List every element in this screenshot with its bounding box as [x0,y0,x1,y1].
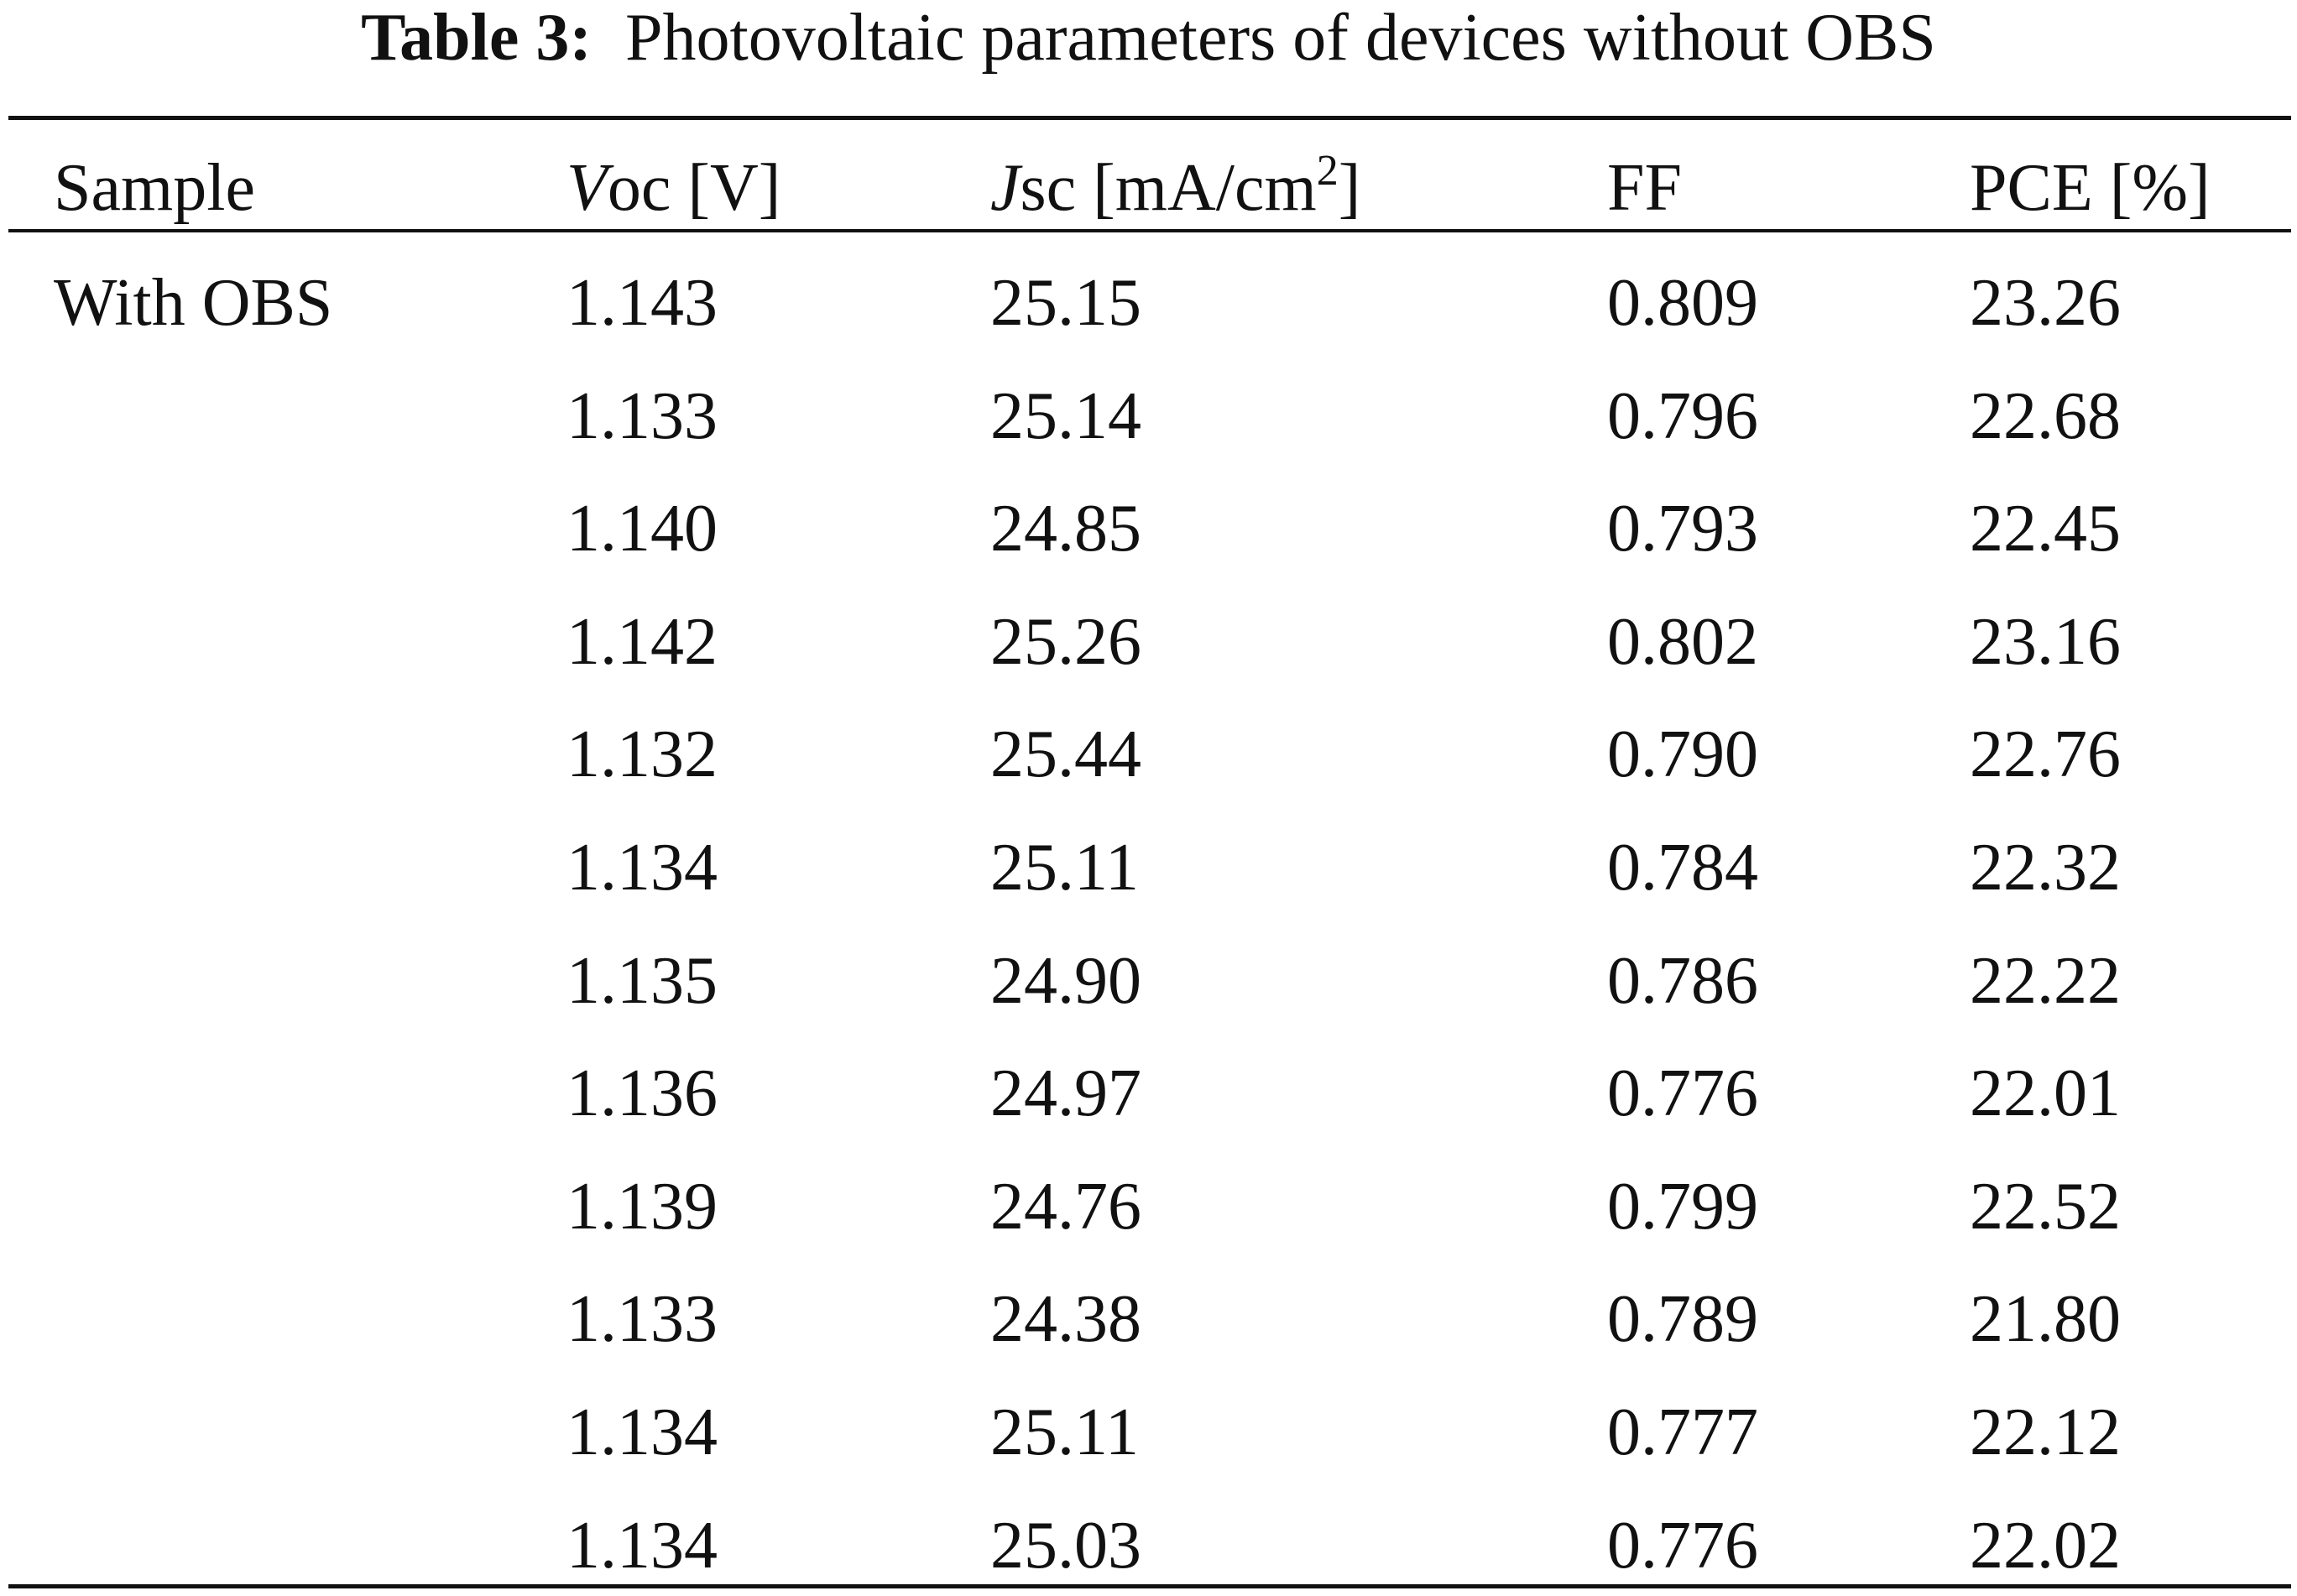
cell-jsc: 24.76 [990,1170,1141,1244]
table-caption-text: Photovoltaic parameters of devices witho… [624,1,1936,75]
header-jsc-unit: sc [mA/cm [1020,151,1317,225]
cell-jsc: 25.14 [990,379,1141,453]
cell-ff: 0.776 [1607,1509,1758,1583]
cell-voc: 1.142 [566,605,718,679]
cell-jsc: 25.44 [990,717,1141,791]
header-ff: FF [1607,151,1682,225]
cell-voc: 1.134 [566,831,718,905]
cell-jsc: 25.11 [990,1395,1140,1469]
cell-pce: 22.32 [1970,831,2121,905]
table-header-rule [8,229,2291,232]
cell-ff: 0.789 [1607,1282,1758,1356]
cell-voc: 1.136 [566,1056,718,1130]
cell-voc: 1.135 [566,944,718,1018]
cell-jsc: 25.11 [990,831,1140,905]
table-caption-label: Table 3: [361,1,592,75]
cell-voc: 1.134 [566,1509,718,1583]
cell-voc: 1.133 [566,1282,718,1356]
cell-pce: 22.01 [1970,1056,2121,1130]
header-jsc-bracket: ] [1338,151,1361,225]
header-voc-symbol: V [566,151,608,225]
table-caption: Table 3: Photovoltaic parameters of devi… [0,0,2297,76]
cell-voc: 1.134 [566,1395,718,1469]
table-bottom-rule [8,1584,2291,1588]
header-pce: PCE [%] [1970,151,2211,225]
cell-jsc: 24.38 [990,1282,1141,1356]
cell-jsc: 25.26 [990,605,1141,679]
cell-jsc: 24.97 [990,1056,1141,1130]
cell-ff: 0.799 [1607,1170,1758,1244]
cell-pce: 22.12 [1970,1395,2121,1469]
cell-jsc: 24.85 [990,492,1141,566]
cell-ff: 0.793 [1607,492,1758,566]
cell-ff: 0.776 [1607,1056,1758,1130]
header-jsc: Jsc [mA/cm2] [990,148,1360,228]
cell-voc: 1.132 [566,717,718,791]
cell-sample: With OBS [54,266,333,340]
cell-pce: 23.16 [1970,605,2121,679]
cell-ff: 0.777 [1607,1395,1758,1469]
table-top-rule [8,116,2291,120]
cell-ff: 0.796 [1607,379,1758,453]
cell-jsc: 25.03 [990,1509,1141,1583]
cell-ff: 0.786 [1607,944,1758,1018]
cell-pce: 23.26 [1970,266,2121,340]
cell-voc: 1.140 [566,492,718,566]
header-voc-unit: oc [V] [607,151,781,225]
cell-pce: 22.22 [1970,944,2121,1018]
cell-voc: 1.139 [566,1170,718,1244]
header-sample: Sample [54,151,255,225]
cell-pce: 22.02 [1970,1509,2121,1583]
cell-pce: 22.52 [1970,1170,2121,1244]
header-jsc-superscript: 2 [1316,147,1339,195]
cell-pce: 22.45 [1970,492,2121,566]
cell-ff: 0.809 [1607,266,1758,340]
cell-pce: 22.76 [1970,717,2121,791]
cell-ff: 0.784 [1607,831,1758,905]
cell-voc: 1.143 [566,266,718,340]
cell-ff: 0.790 [1607,717,1758,791]
cell-pce: 21.80 [1970,1282,2121,1356]
cell-ff: 0.802 [1607,605,1758,679]
cell-voc: 1.133 [566,379,718,453]
header-jsc-symbol: J [990,151,1021,225]
cell-jsc: 24.90 [990,944,1141,1018]
header-voc: Voc [V] [566,148,780,228]
cell-jsc: 25.15 [990,266,1141,340]
cell-pce: 22.68 [1970,379,2121,453]
